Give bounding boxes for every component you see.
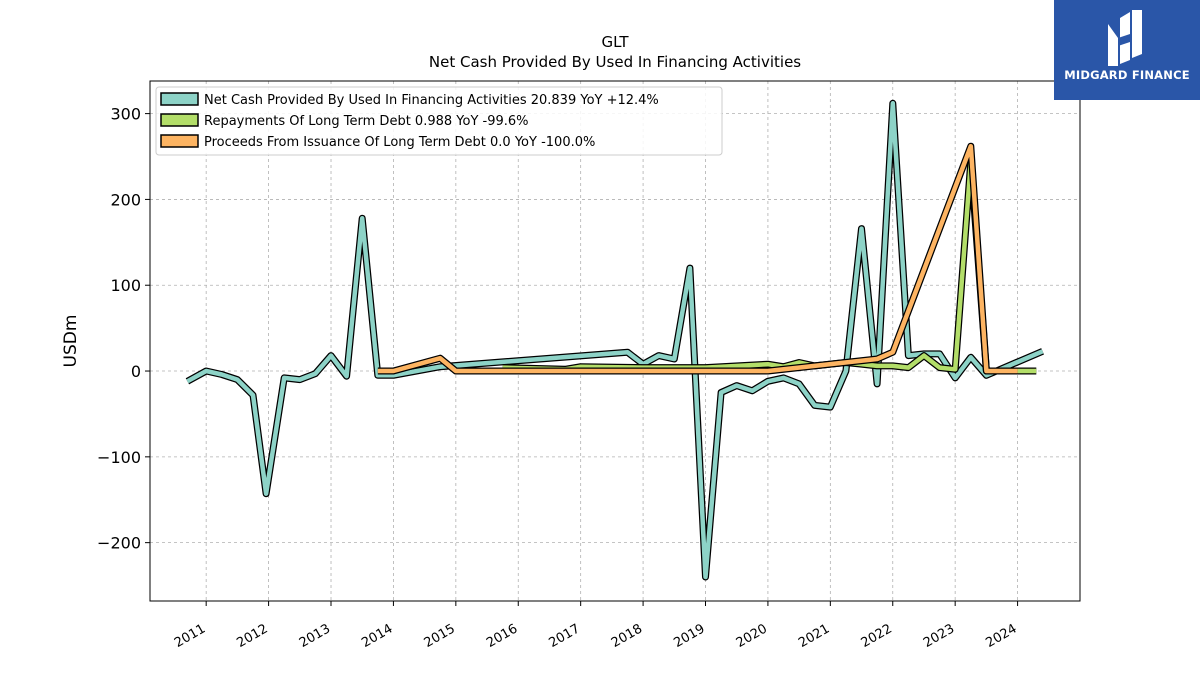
x-tick-label: 2016 (484, 621, 520, 651)
y-tick-label: 300 (110, 105, 141, 124)
y-axis: −200 −100 0 100 200 300 (97, 105, 150, 553)
x-tick-label: 2018 (609, 621, 645, 651)
logo-text: MIDGARD FINANCE (1064, 68, 1190, 82)
grid (150, 81, 1080, 601)
y-tick-label: −200 (97, 534, 141, 553)
y-axis-label: USDm (61, 315, 81, 368)
legend-label-repayments-long-term-debt: Repayments Of Long Term Debt 0.988 YoY -… (204, 114, 529, 129)
x-tick-label: 2014 (359, 621, 395, 651)
midgard-finance-logo: MIDGARD FINANCE (1054, 0, 1200, 100)
plot-area (150, 81, 1080, 601)
y-tick-label: 100 (110, 276, 141, 295)
x-tick-label: 2023 (921, 621, 957, 651)
x-axis: 2011 2012 2013 2014 2015 2016 2017 2018 2019 2020… (172, 601, 1020, 651)
x-tick-label: 2013 (297, 621, 333, 651)
x-tick-label: 2012 (234, 621, 270, 651)
x-tick-label: 2017 (547, 621, 583, 651)
legend-label-net-cash-financing: Net Cash Provided By Used In Financing A… (204, 93, 659, 108)
x-tick-label: 2019 (671, 621, 707, 651)
legend-swatch-proceeds-issuance-long-term-debt (160, 134, 199, 148)
y-tick-label: 0 (131, 362, 141, 381)
legend-label-proceeds-issuance-long-term-debt: Proceeds From Issuance Of Long Term Debt… (204, 135, 595, 150)
plot-frame (149, 80, 1081, 602)
y-tick-label: 200 (110, 190, 141, 209)
legend-box (155, 86, 723, 156)
chart-title: GLT (601, 33, 629, 51)
midgard-m-logo-icon (1108, 10, 1142, 66)
chart-subtitle: Net Cash Provided By Used In Financing A… (429, 53, 801, 71)
x-tick-label: 2022 (859, 621, 895, 651)
legend-swatch-repayments-long-term-debt (160, 113, 199, 127)
x-tick-label: 2021 (796, 621, 832, 651)
x-tick-label: 2020 (734, 621, 770, 651)
series-layer (185, 99, 1044, 581)
x-tick-label: 2015 (422, 621, 458, 651)
x-tick-label: 2011 (172, 621, 208, 651)
x-tick-label: 2024 (983, 621, 1019, 651)
series-line-net-cash-financing (186, 101, 1044, 580)
legend-swatch-net-cash-financing (160, 92, 199, 106)
series-line-proceeds-issuance-long-term-debt (377, 143, 1018, 374)
legend: Net Cash Provided By Used In Financing A… (155, 86, 723, 156)
y-tick-label: −100 (97, 448, 141, 467)
